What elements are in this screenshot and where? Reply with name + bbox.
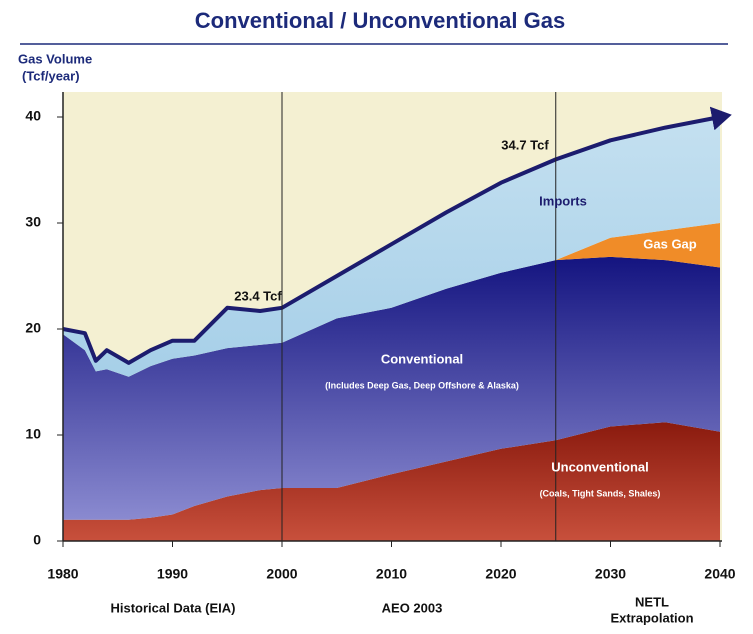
series-label: Unconventional [551, 459, 649, 474]
period-label: Extrapolation [610, 610, 693, 625]
y-axis-label: (Tcf/year) [22, 68, 80, 83]
y-tick-label: 30 [25, 214, 41, 230]
area [555, 223, 720, 268]
x-tick-label: 2030 [595, 566, 626, 582]
period-label: AEO 2003 [382, 600, 443, 615]
x-tick-label: 2000 [266, 566, 297, 582]
x-tick-label: 2040 [704, 566, 735, 582]
series-label: Conventional [381, 351, 463, 366]
x-tick-label: 1980 [47, 566, 78, 582]
period-label: NETL [635, 594, 669, 609]
x-tick-label: 2010 [376, 566, 407, 582]
series-sublabel: (Coals, Tight Sands, Shales) [540, 488, 661, 498]
annotation: 23.4 Tcf [234, 288, 282, 303]
x-tick-label: 1990 [157, 566, 188, 582]
y-tick-label: 0 [33, 532, 41, 548]
annotation: 34.7 Tcf [501, 137, 549, 152]
period-label: Historical Data (EIA) [111, 600, 236, 615]
y-tick-label: 40 [25, 108, 41, 124]
x-tick-label: 2020 [485, 566, 516, 582]
chart-title: Conventional / Unconventional Gas [195, 8, 565, 33]
series-label: Gas Gap [643, 236, 697, 251]
series-sublabel: (Includes Deep Gas, Deep Offshore & Alas… [325, 380, 519, 390]
y-axis-label: Gas Volume [18, 51, 92, 66]
series-label: Imports [539, 193, 587, 208]
y-tick-label: 10 [25, 426, 41, 442]
y-tick-label: 20 [25, 320, 41, 336]
